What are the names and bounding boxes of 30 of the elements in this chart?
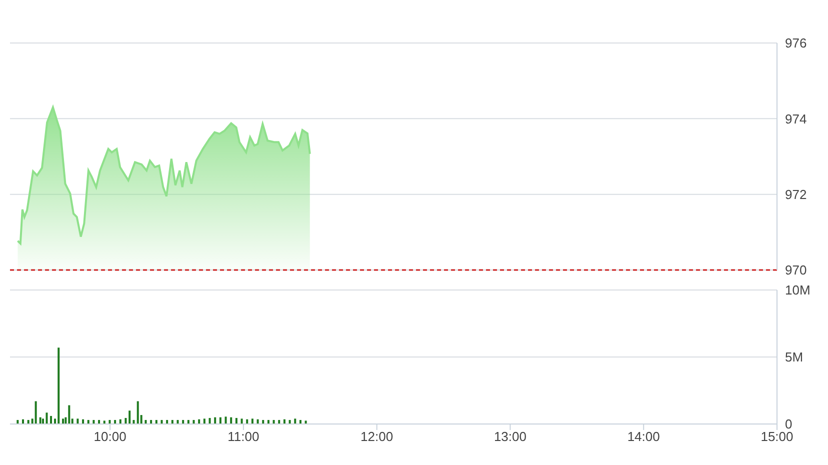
y-tick-label: 0: [785, 416, 792, 432]
bar: [128, 410, 131, 424]
bar: [294, 418, 296, 424]
y-tick-label: 10M: [785, 282, 810, 298]
x-tick-label: 11:00: [228, 429, 260, 444]
bar: [68, 405, 70, 424]
x-tick-label: 15:00: [760, 429, 794, 444]
x-tick-label: 12:00: [360, 429, 394, 444]
bar: [46, 412, 48, 424]
x-tick-label: 14:00: [627, 429, 660, 444]
bar: [203, 418, 206, 424]
bar: [124, 418, 127, 424]
bar: [251, 418, 254, 424]
bar: [224, 416, 227, 424]
y-tick-label: 976: [785, 36, 807, 51]
y-tick-label: 970: [785, 262, 807, 278]
bar: [136, 401, 139, 424]
x-tick-label: 13:00: [494, 429, 526, 444]
bar: [76, 418, 79, 424]
bar: [34, 401, 37, 424]
bar: [240, 418, 243, 424]
bar: [50, 416, 52, 424]
y-tick-label: 972: [785, 186, 807, 202]
bar: [62, 418, 64, 424]
x-tick-label: 10:00: [94, 429, 126, 444]
bar: [235, 418, 238, 424]
bar: [208, 418, 211, 424]
y-tick-label: 974: [785, 111, 807, 126]
y-tick-label: 5M: [785, 350, 804, 365]
bar: [58, 348, 60, 424]
